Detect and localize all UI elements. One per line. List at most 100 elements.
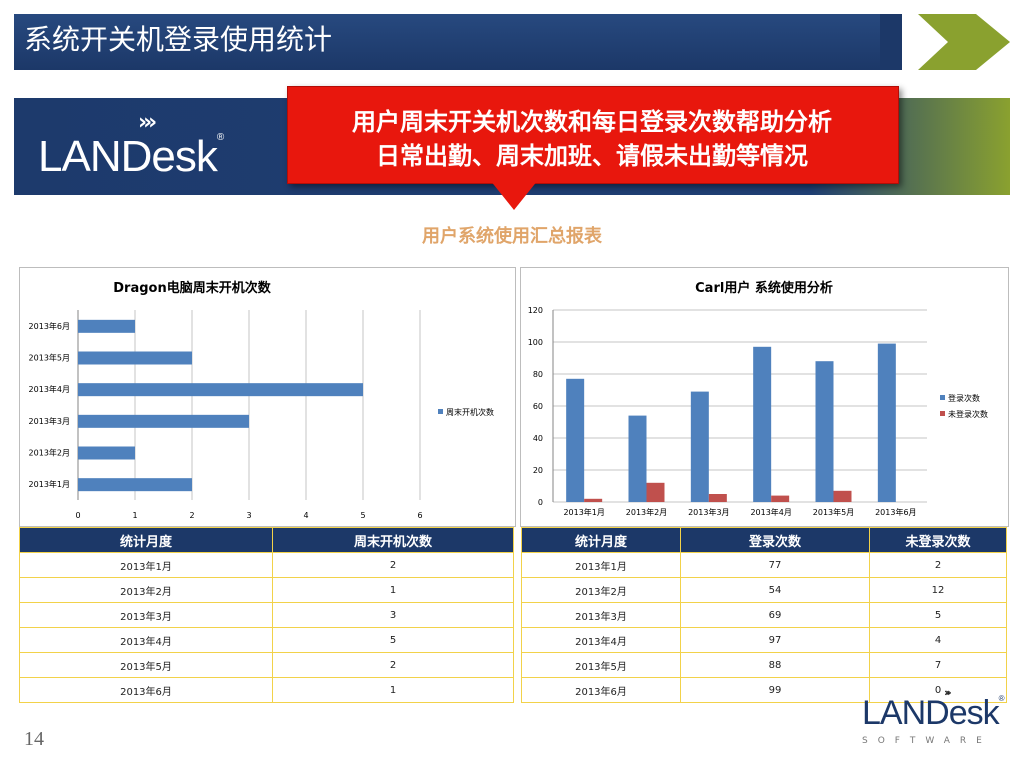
table-cell: 2013年2月 [521,577,681,603]
bar [646,482,665,502]
y-tick-label: 2013年5月 [29,353,70,363]
bar [584,498,603,502]
callout-line-2: 日常出勤、周末加班、请假未出勤等情况 [376,142,808,170]
x-tick-label: 3 [246,511,251,520]
column-header: 统计月度 [521,527,681,553]
table-row: 2013年1月 77 2 [521,552,1007,578]
table-cell: 2013年5月 [521,652,681,678]
y-tick-label: 120 [528,306,543,315]
callout-box [287,86,899,184]
bar [78,414,249,428]
table-cell: 12 [869,577,1007,603]
table-cell: 7 [869,652,1007,678]
left-data-table: 统计月度 周末开机次数 2013年1月 2 2013年2月 1 2013年3月 3 2… [19,527,514,703]
footer-logo-software: SOFTWARE [862,736,992,746]
table-cell: 2013年2月 [19,577,273,603]
y-tick-label: 100 [528,338,543,347]
right-chart: Carl用户 系统使用分析 0 20 40 60 80 100 120 2013年1月 2013年… [528,280,988,517]
legend-swatch [940,411,945,416]
banner-logo-reg: ® [216,132,224,143]
column-header: 统计月度 [19,527,273,553]
table-cell: 69 [680,602,870,628]
table-header-row: 统计月度 周末开机次数 [19,527,514,553]
bar [877,343,896,502]
table-cell: 2 [272,552,514,578]
banner-chevrons: ››› [138,110,157,135]
footer-logo: LANDesk® [862,694,1004,733]
table-row: 2013年4月 5 [19,627,514,653]
left-chart: Dragon电脑周末开机次数 0 1 2 3 4 5 6 2013年1月 2013年2月 2013年… [29,280,494,520]
table-cell: 2013年3月 [521,602,681,628]
title-bar [14,14,914,70]
table-row: 2013年6月 1 [19,677,514,703]
table-cell: 4 [869,627,1007,653]
column-header: 未登录次数 [869,527,1007,553]
bar [78,319,135,333]
table-cell: 2013年4月 [521,627,681,653]
table-row: 2013年1月 2 [19,552,514,578]
table-cell: 2013年6月 [521,677,681,703]
bar [78,478,192,492]
table-cell: 1 [272,577,514,603]
banner-logo-text: LANDesk [38,132,218,181]
table-cell: 2013年1月 [19,552,273,578]
bar [833,490,852,502]
x-tick-label: 6 [417,511,422,520]
y-tick-label: 60 [533,402,543,411]
bar [753,346,772,502]
banner-logo: LANDesk® [38,132,224,182]
y-tick-label: 80 [533,370,543,379]
table-cell: 99 [680,677,870,703]
table-cell: 0 [869,677,1007,703]
page-number: 14 [24,728,44,750]
bar [628,415,647,502]
legend-label: 周末开机次数 [446,407,494,417]
y-tick-label: 2013年1月 [29,479,70,489]
bar [78,446,135,460]
legend-swatch [940,395,945,400]
table-cell: 2013年6月 [19,677,273,703]
table-row: 2013年6月 99 0 [521,677,1007,703]
x-tick-label: 2013年2月 [626,507,667,517]
y-tick-label: 2013年6月 [29,321,70,331]
y-tick-label: 20 [533,466,543,475]
chart-title: Dragon电脑周末开机次数 [113,280,271,296]
table-cell: 97 [680,627,870,653]
table-row: 2013年5月 88 7 [521,652,1007,678]
x-tick-label: 5 [360,511,365,520]
table-cell: 3 [272,602,514,628]
bar [771,495,790,502]
x-tick-label: 2013年3月 [688,507,729,517]
table-cell: 77 [680,552,870,578]
x-tick-label: 2013年5月 [813,507,854,517]
table-row: 2013年3月 69 5 [521,602,1007,628]
column-header: 登录次数 [680,527,870,553]
x-tick-label: 2 [189,511,194,520]
y-tick-label: 0 [538,498,543,507]
x-tick-label: 0 [75,511,80,520]
report-subtitle: 用户系统使用汇总报表 [422,226,602,247]
bar [78,351,192,365]
table-cell: 2013年5月 [19,652,273,678]
table-row: 2013年2月 1 [19,577,514,603]
y-tick-label: 2013年4月 [29,384,70,394]
table-cell: 1 [272,677,514,703]
page-title: 系统开关机登录使用统计 [24,23,333,56]
left-chart-frame: Dragon电脑周末开机次数 0 1 2 3 4 5 6 2013年1月 2013年2月 2013年… [19,267,516,527]
bar [690,391,709,502]
table-cell: 2013年1月 [521,552,681,578]
bar [815,361,834,502]
table-cell: 2 [869,552,1007,578]
bar [78,383,363,397]
chart-title: Carl用户 系统使用分析 [695,280,833,296]
y-tick-label: 2013年2月 [29,448,70,458]
table-cell: 5 [272,627,514,653]
footer-logo-text: LANDesk [862,694,1000,732]
table-cell: 2013年4月 [19,627,273,653]
y-tick-label: 40 [533,434,543,443]
x-tick-label: 4 [303,511,308,520]
title-arrow-decoration [880,14,1010,70]
table-cell: 54 [680,577,870,603]
table-cell: 2013年3月 [19,602,273,628]
x-tick-label: 2013年4月 [750,507,791,517]
